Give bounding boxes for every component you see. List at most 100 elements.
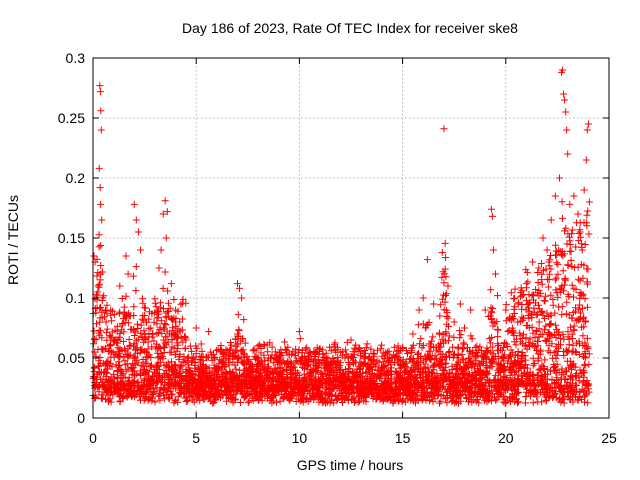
data-point <box>175 371 183 379</box>
data-point <box>98 297 106 304</box>
data-point <box>338 372 346 380</box>
data-point <box>203 353 211 361</box>
data-point <box>552 343 560 351</box>
data-point <box>102 318 110 326</box>
data-point <box>124 319 132 327</box>
data-point <box>227 339 234 346</box>
data-point <box>559 66 567 74</box>
data-point <box>440 125 448 133</box>
data-point <box>482 395 490 403</box>
data-point <box>183 382 191 390</box>
data-point <box>125 380 133 388</box>
data-point <box>539 386 546 394</box>
data-point <box>237 399 244 406</box>
data-point <box>576 226 584 234</box>
data-point <box>261 392 269 400</box>
data-point <box>489 343 497 351</box>
data-point <box>233 374 241 382</box>
data-point <box>178 377 185 385</box>
data-point <box>363 340 371 348</box>
data-point <box>141 394 149 402</box>
data-point <box>561 274 569 282</box>
data-point <box>130 303 138 311</box>
data-point <box>122 252 130 260</box>
data-point <box>439 291 447 299</box>
data-point <box>379 349 387 357</box>
data-point <box>367 345 375 353</box>
data-point <box>444 314 452 322</box>
data-point <box>558 248 566 256</box>
data-point <box>297 389 305 397</box>
data-point <box>199 392 206 400</box>
data-point <box>167 280 175 288</box>
data-point <box>138 332 146 340</box>
data-point <box>511 368 519 376</box>
data-point <box>580 261 588 269</box>
data-point <box>559 348 567 355</box>
data-point <box>260 377 268 385</box>
data-point <box>125 374 133 382</box>
data-point <box>347 336 355 344</box>
data-point <box>201 373 209 381</box>
data-point <box>429 362 437 370</box>
data-point <box>207 397 215 405</box>
data-point <box>319 399 327 407</box>
data-point <box>584 343 592 351</box>
data-point <box>393 368 401 376</box>
data-point <box>454 361 461 369</box>
data-point <box>260 340 268 348</box>
data-point <box>443 377 451 385</box>
data-point <box>566 241 574 248</box>
data-point <box>238 294 246 302</box>
data-point <box>581 295 589 303</box>
data-point <box>274 372 282 380</box>
data-point <box>95 231 103 239</box>
data-point <box>208 368 216 376</box>
y-tick-label: 0.25 <box>58 110 85 126</box>
data-point <box>278 384 286 392</box>
data-point <box>284 381 292 389</box>
data-point <box>498 381 506 389</box>
data-point <box>192 380 200 388</box>
data-point <box>563 368 570 376</box>
data-point <box>312 368 320 376</box>
data-point <box>161 268 169 276</box>
data-point <box>562 224 570 232</box>
data-point <box>585 198 593 206</box>
data-point <box>110 370 118 378</box>
data-point <box>493 360 501 368</box>
data-point <box>531 381 538 389</box>
data-point <box>145 351 153 359</box>
data-point <box>141 336 149 344</box>
data-point <box>286 390 294 398</box>
data-point <box>474 367 482 375</box>
data-point <box>583 334 591 342</box>
data-point <box>583 265 591 273</box>
data-point <box>434 373 442 381</box>
data-point <box>318 378 326 386</box>
data-point <box>179 338 187 346</box>
data-point <box>166 329 174 337</box>
data-point <box>97 107 105 115</box>
data-point <box>567 387 575 395</box>
data-point <box>575 351 583 359</box>
data-point <box>392 388 400 396</box>
data-point <box>245 357 252 365</box>
data-point <box>299 398 307 406</box>
data-point <box>530 360 538 367</box>
data-point <box>529 354 537 362</box>
data-point <box>274 387 282 395</box>
data-point <box>465 376 473 384</box>
data-point <box>568 281 576 289</box>
data-point <box>403 364 411 372</box>
data-point <box>519 351 527 359</box>
y-tick-label: 0.05 <box>58 350 85 366</box>
data-point <box>95 243 103 251</box>
data-point <box>463 371 471 379</box>
data-point <box>284 343 292 351</box>
data-point <box>356 385 364 392</box>
data-point <box>240 316 248 324</box>
data-point <box>134 350 142 357</box>
data-point <box>139 356 147 363</box>
data-point <box>291 352 299 359</box>
